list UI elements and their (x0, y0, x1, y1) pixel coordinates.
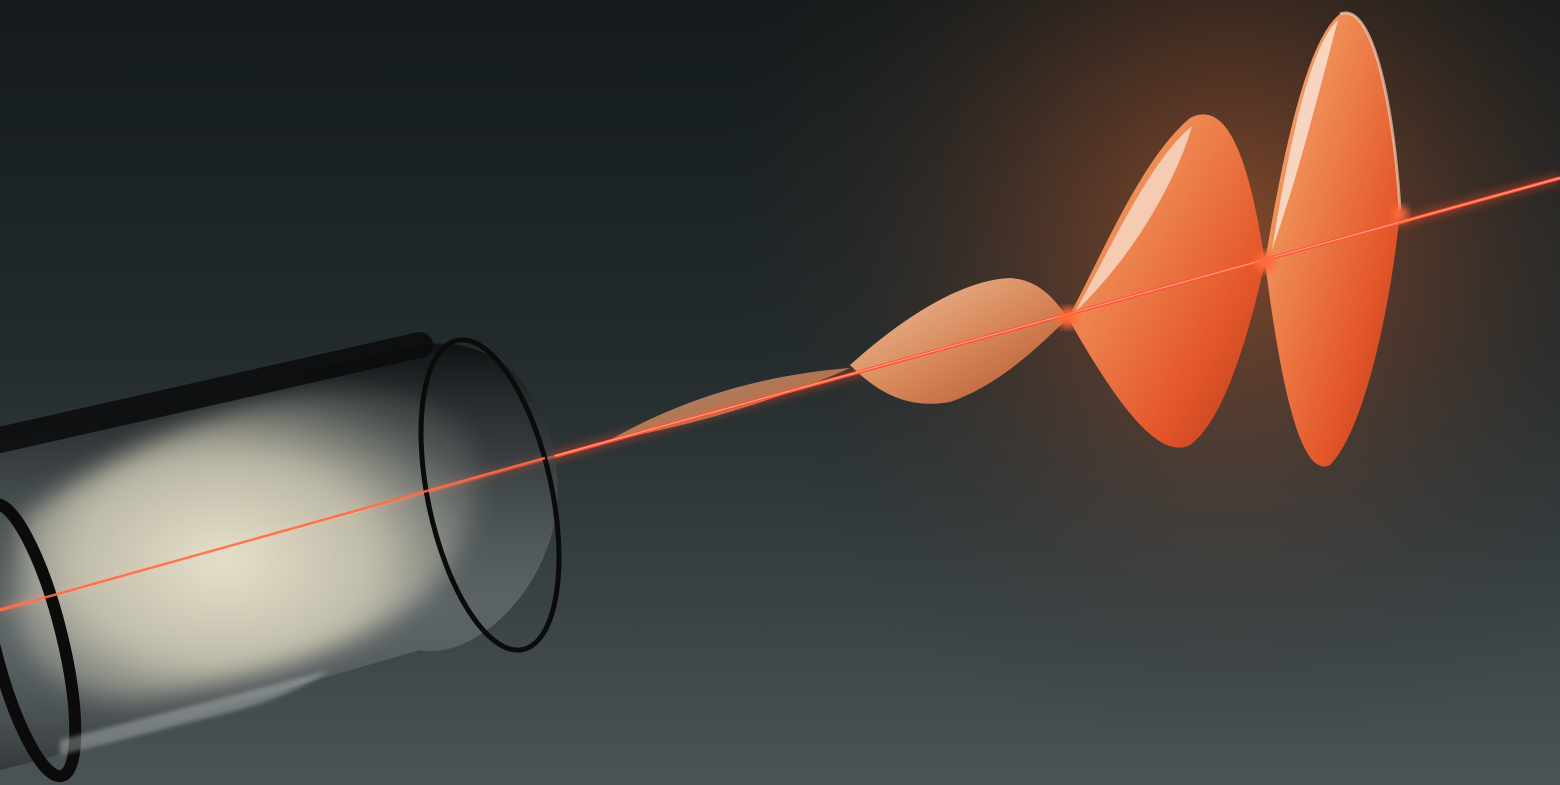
beam-in-tube (0, 456, 546, 612)
beam-nodes (1058, 206, 1408, 328)
laser-beam-core (539, 177, 1560, 461)
wave-lobe-2 (850, 278, 1068, 404)
tube-bottom-reflection (60, 670, 330, 755)
glass-tube (0, 332, 562, 783)
wave-lobe-4-edge (1339, 11, 1402, 211)
tube-top-edge (0, 332, 433, 453)
tube-front-rim (418, 337, 562, 653)
wave-lobe-3 (1068, 114, 1265, 448)
tube-band-ring (0, 497, 82, 783)
wave-lobe-3-highlight (1075, 126, 1192, 312)
wave-lobe-4-highlight (1272, 20, 1338, 250)
wave-lobe-1 (610, 368, 850, 440)
gas-cloud (15, 388, 479, 701)
wave-pulse (610, 11, 1402, 467)
